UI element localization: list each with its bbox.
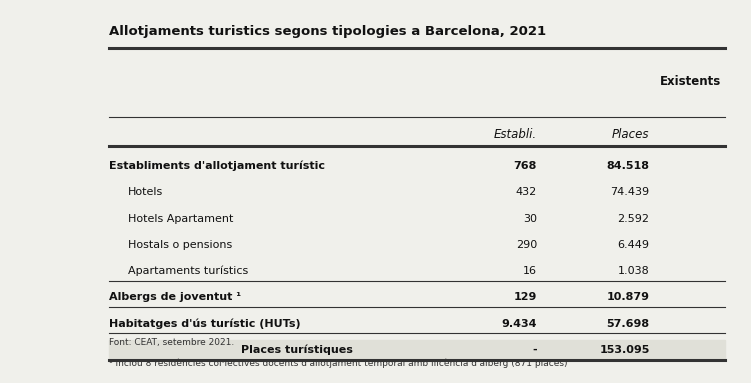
- Text: 74.439: 74.439: [611, 187, 650, 198]
- Text: 129: 129: [514, 292, 537, 303]
- Text: 16: 16: [523, 266, 537, 276]
- Text: 2.592: 2.592: [617, 214, 650, 224]
- Text: Apartaments turístics: Apartaments turístics: [128, 266, 248, 277]
- Text: Hostals o pensions: Hostals o pensions: [128, 240, 232, 250]
- Text: -: -: [532, 345, 537, 355]
- Text: 10.879: 10.879: [607, 292, 650, 303]
- Text: Establi.: Establi.: [494, 128, 537, 141]
- Text: 30: 30: [523, 214, 537, 224]
- Text: Font: CEAT, setembre 2021.: Font: CEAT, setembre 2021.: [109, 338, 234, 347]
- Text: Habitatges d'ús turístic (HUTs): Habitatges d'ús turístic (HUTs): [109, 318, 300, 329]
- Text: Albergs de joventut ¹: Albergs de joventut ¹: [109, 292, 241, 303]
- Text: Establiments d'allotjament turístic: Establiments d'allotjament turístic: [109, 161, 325, 172]
- Text: ¹ Inclou 8 residències col·lectives docents d'allotjament temporal amb llicència: ¹ Inclou 8 residències col·lectives doce…: [109, 358, 568, 368]
- Text: Places turístiques: Places turístiques: [241, 345, 352, 355]
- Text: 290: 290: [516, 240, 537, 250]
- Text: 432: 432: [516, 187, 537, 198]
- Text: Existents: Existents: [659, 75, 721, 88]
- Text: Places: Places: [612, 128, 650, 141]
- Text: 768: 768: [514, 161, 537, 171]
- Text: 153.095: 153.095: [599, 345, 650, 355]
- Text: 84.518: 84.518: [607, 161, 650, 171]
- Text: 57.698: 57.698: [607, 319, 650, 329]
- Text: 6.449: 6.449: [617, 240, 650, 250]
- Text: Hotels Apartament: Hotels Apartament: [128, 214, 233, 224]
- Text: Allotjaments turistics segons tipologies a Barcelona, 2021: Allotjaments turistics segons tipologies…: [109, 25, 546, 38]
- Text: 1.038: 1.038: [618, 266, 650, 276]
- Text: 9.434: 9.434: [502, 319, 537, 329]
- Text: Hotels: Hotels: [128, 187, 163, 198]
